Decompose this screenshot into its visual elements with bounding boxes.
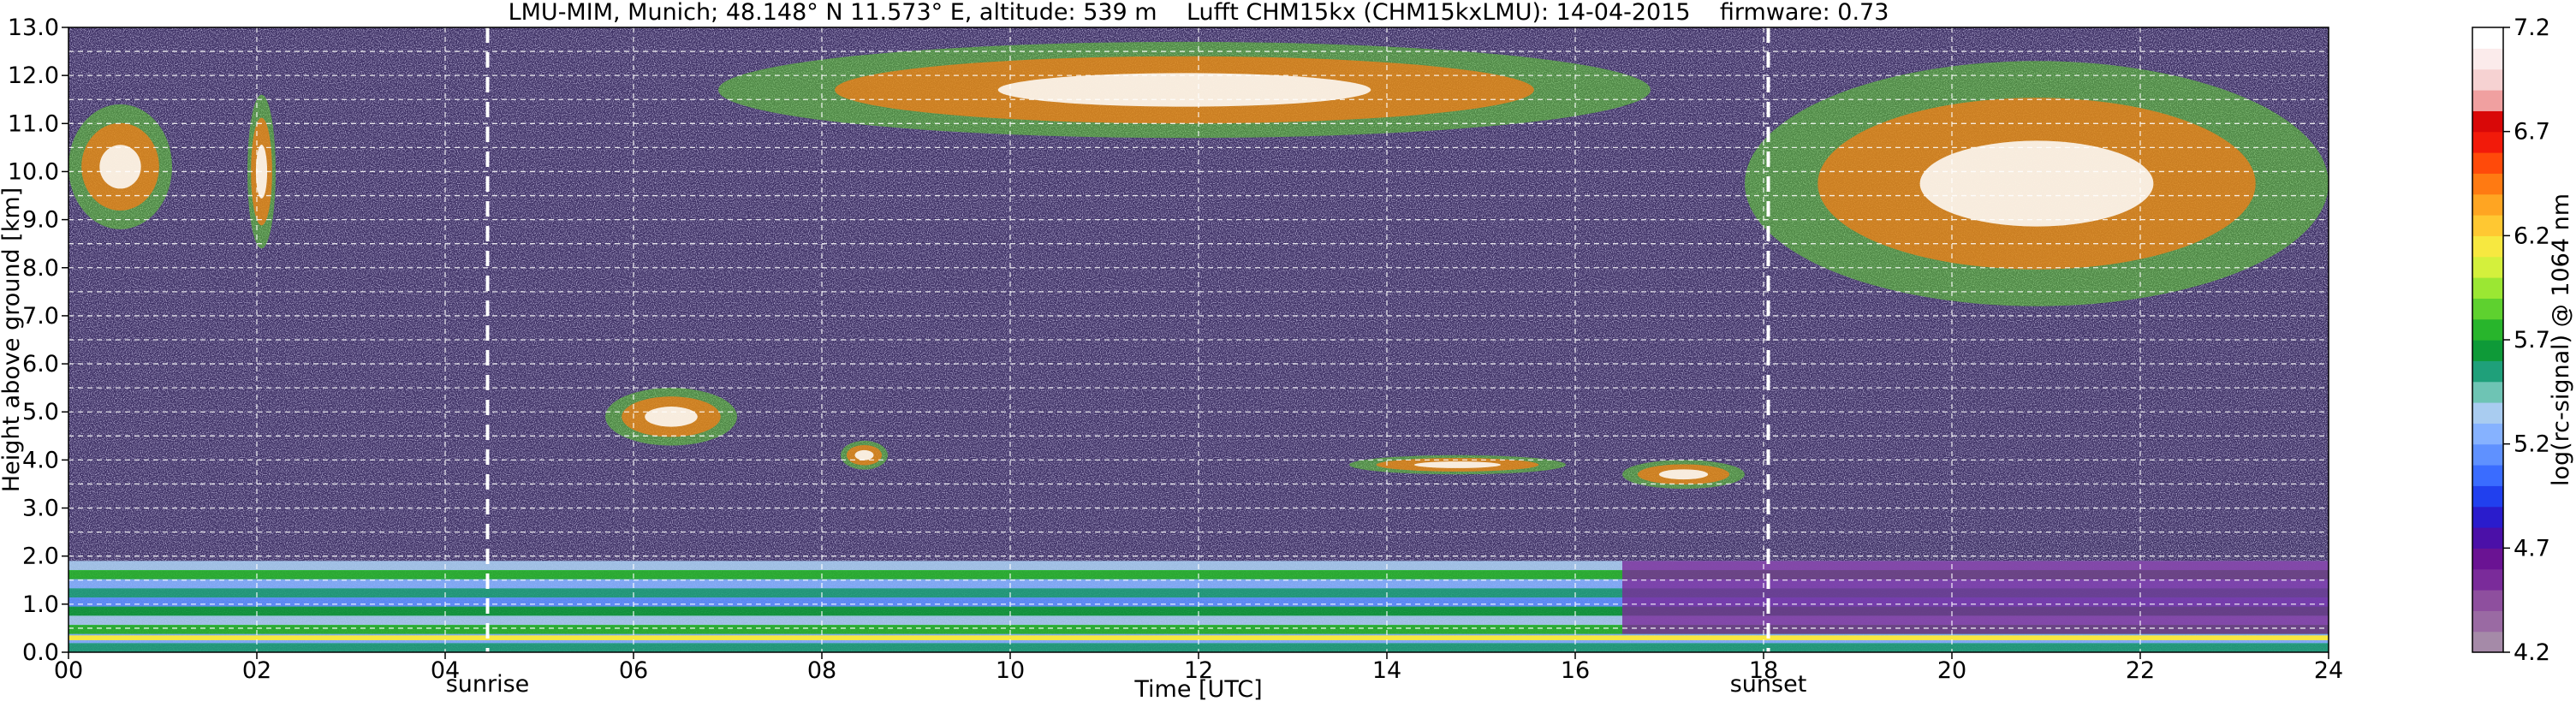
colorbar-tick-label: 5.2 (2514, 431, 2550, 458)
colorbar-swatch (2472, 90, 2503, 111)
colorbar-swatch (2472, 173, 2503, 195)
colorbar-swatch (2472, 152, 2503, 174)
colorbar-label: log(rc-signal) @ 1064 nm (2548, 193, 2574, 486)
x-tick-label: 14 (1372, 657, 1401, 684)
x-tick-label: 18 (1749, 657, 1778, 684)
x-tick-label: 10 (996, 657, 1025, 684)
colorbar: 4.2 4.7 5.2 5.7 6.2 6.7 7.2 log(rc-signal) @ 1… (2472, 15, 2574, 666)
event-line-layer (485, 27, 1770, 652)
y-tick-label: 1.0 (22, 591, 59, 618)
colorbar-swatch (2472, 443, 2503, 466)
x-tick-label: 24 (2314, 657, 2343, 684)
y-tick-label: 6.0 (22, 351, 59, 377)
colorbar-swatch (2472, 548, 2503, 570)
y-tick-label: 11.0 (8, 110, 59, 137)
colorbar-swatch (2472, 48, 2503, 70)
colorbar-swatch (2472, 215, 2503, 236)
colorbar-swatch (2472, 527, 2503, 549)
x-tick-label: 06 (619, 657, 648, 684)
feature-layer (68, 41, 2329, 652)
sunrise-label: sunrise (446, 671, 530, 698)
plot-area (68, 27, 2329, 652)
x-tick-label: 02 (242, 657, 271, 684)
boundary-layer-band (68, 624, 2329, 635)
boundary-layer-band (68, 643, 2329, 652)
colorbar-swatch (2472, 402, 2503, 424)
y-axis-label: Height above ground [km] (0, 187, 25, 492)
event-labels: sunrise sunset (446, 671, 1807, 698)
y-tick-label: 2.0 (22, 544, 59, 570)
x-tick-label: 20 (1937, 657, 1966, 684)
cloud-core (1413, 461, 1502, 468)
colorbar-tick-label: 4.7 (2514, 535, 2550, 561)
x-axis-ticks: 00 02 04 06 08 10 12 14 16 18 20 22 24 (54, 652, 2343, 684)
colorbar-swatch (2472, 340, 2503, 361)
x-tick-label: 08 (807, 657, 836, 684)
grid-layer (68, 27, 2329, 652)
cloud-region (718, 41, 1651, 139)
y-tick-label: 10.0 (8, 158, 59, 185)
y-tick-label: 4.0 (22, 447, 59, 473)
colorbar-swatch (2472, 610, 2503, 633)
colorbar-ticks: 4.2 4.7 5.2 5.7 6.2 6.7 7.2 (2503, 15, 2550, 666)
cloud-region (605, 388, 737, 446)
colorbar-swatch (2472, 360, 2503, 383)
colorbar-swatch (2472, 590, 2503, 611)
cloud-core (854, 449, 874, 460)
y-tick-label: 7.0 (22, 303, 59, 330)
colorbar-swatch (2472, 235, 2503, 258)
colorbar-swatch (2472, 465, 2503, 486)
boundary-layer-band (1622, 561, 2329, 634)
colorbar-tick-label: 6.2 (2514, 223, 2550, 249)
colorbar-swatch (2472, 568, 2503, 591)
x-tick-label: 04 (431, 657, 460, 684)
colorbar-swatch (2472, 110, 2503, 133)
colorbar-tick-label: 6.7 (2514, 119, 2550, 146)
y-tick-label: 9.0 (22, 207, 59, 234)
cloud-core (1919, 140, 2154, 227)
colorbar-swatch (2472, 68, 2503, 91)
x-tick-label: 12 (1184, 657, 1213, 684)
sunset-label: sunset (1730, 671, 1807, 698)
cloud-core (997, 73, 1371, 107)
x-tick-label: 22 (2126, 657, 2155, 684)
colorbar-swatch (2472, 256, 2503, 278)
colorbar-tick-label: 4.2 (2514, 639, 2550, 666)
colorbar-swatch (2472, 485, 2503, 508)
colorbar-swatch (2472, 27, 2503, 49)
y-axis-ticks: 0.0 1.0 2.0 3.0 4.0 5.0 6.0 7.0 8.0 9.0 10.0 11.0 12… (8, 15, 68, 666)
cloud-region (1349, 454, 1566, 475)
colorbar-swatch (2472, 193, 2503, 216)
x-tick-label: 00 (54, 657, 83, 684)
cloud-core (1658, 469, 1709, 480)
cloud-core (99, 145, 141, 189)
colorbar-swatches (2472, 27, 2503, 653)
colorbar-swatch (2472, 277, 2503, 299)
colorbar-swatch (2472, 423, 2503, 445)
y-tick-label: 3.0 (22, 496, 59, 522)
y-tick-label: 8.0 (22, 255, 59, 282)
chart-title: LMU-MIM, Munich; 48.148° N 11.573° E, al… (509, 0, 1889, 26)
colorbar-swatch (2472, 631, 2503, 653)
cloud-region (841, 440, 888, 470)
y-tick-label: 0.0 (22, 639, 59, 666)
x-tick-label: 16 (1561, 657, 1590, 684)
cloud-core (645, 407, 698, 427)
colorbar-swatch (2472, 506, 2503, 528)
colorbar-swatch (2472, 318, 2503, 341)
y-tick-label: 13.0 (8, 15, 59, 41)
colorbar-tick-label: 5.7 (2514, 327, 2550, 354)
cloud-region (68, 104, 172, 229)
colorbar-swatch (2472, 298, 2503, 320)
y-tick-label: 12.0 (8, 62, 59, 89)
colorbar-tick-label: 7.2 (2514, 15, 2550, 41)
colorbar-swatch (2472, 131, 2503, 153)
cloud-region (1622, 460, 1745, 490)
y-tick-label: 5.0 (22, 399, 59, 425)
cloud-region (1745, 61, 2329, 306)
boundary-layer-band (68, 635, 2329, 640)
x-axis-label: Time [UTC] (1133, 676, 1262, 703)
colorbar-swatch (2472, 381, 2503, 403)
